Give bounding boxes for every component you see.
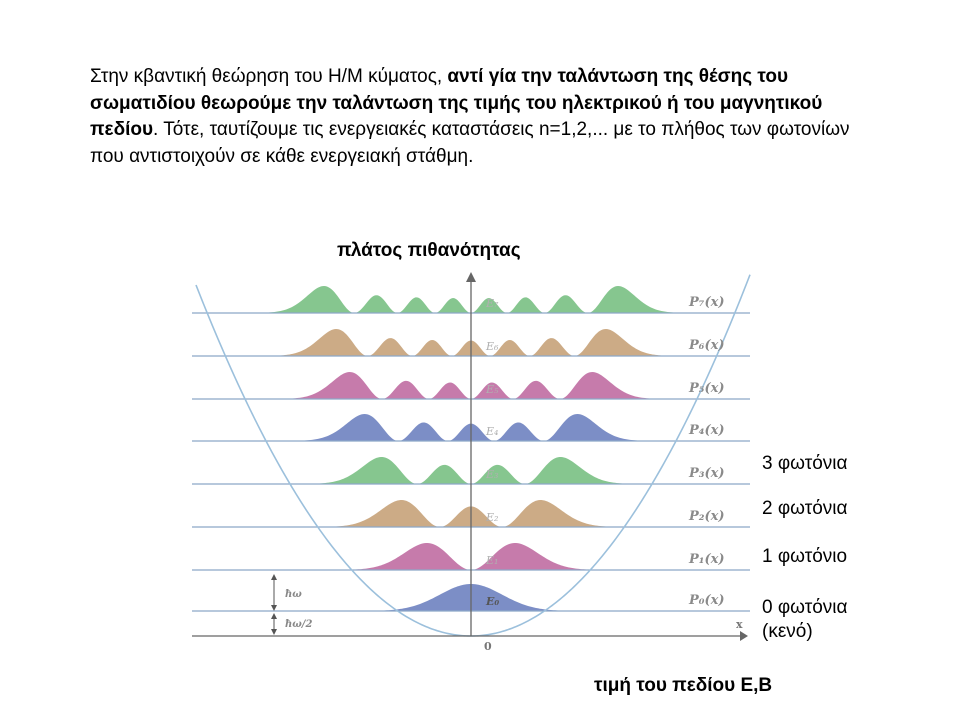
- y-axis-title: πλάτος πιθανότητας: [337, 240, 521, 261]
- probability-density-n5: [192, 372, 750, 399]
- prob-label-n6: P₆(x): [688, 338, 725, 353]
- prob-label-n4: P₄(x): [688, 423, 725, 438]
- hw-arrow-down-icon: [271, 605, 277, 611]
- axes-group: x 0: [192, 272, 748, 653]
- y-axis-arrow-icon: [466, 272, 476, 282]
- paragraph-text-2: . Τότε, ταυτίζουμε τις ενεργειακές κατασ…: [90, 119, 850, 167]
- energy-label-n1: E₁: [485, 554, 498, 567]
- potential-parabola: [195, 274, 751, 637]
- prob-label-n1: P₁(x): [688, 552, 725, 567]
- intro-paragraph: Στην κβαντική θεώρηση του Η/Μ κύματος, α…: [90, 64, 870, 170]
- probability-density-n7: [192, 286, 750, 313]
- energy-label-n3: E₃: [485, 468, 498, 481]
- energy-label-n5: E₅: [485, 383, 499, 396]
- hw-arrow-up-icon: [271, 574, 277, 580]
- photon-label-1: 1 φωτόνιο: [762, 546, 848, 567]
- paragraph-text-1: Στην κβαντική θεώρηση του Η/Μ κύματος,: [90, 66, 448, 87]
- x-axis-arrow-icon: [740, 631, 748, 641]
- prob-label-n5: P₅(x): [688, 381, 725, 396]
- hw-half-arrow-up-icon: [271, 613, 277, 619]
- photon-label-3: 3 φωτόνια: [762, 453, 848, 474]
- photon-label-0: 0 φωτόνια (κενό): [762, 596, 848, 644]
- prob-label-n0: P₀(x): [688, 593, 725, 608]
- photon-label-2: 2 φωτόνια: [762, 498, 848, 519]
- energy-label-n7: E₇: [485, 297, 499, 310]
- origin-label: 0: [484, 640, 492, 653]
- x-axis-title: τιμή του πεδίου Ε,Β: [594, 675, 773, 696]
- spacing-markers: ħω ħω/2: [271, 574, 312, 635]
- prob-label-n7: P₇(x): [688, 295, 725, 310]
- prob-label-n3: P₃(x): [688, 466, 725, 481]
- hw-label: ħω: [285, 589, 302, 600]
- energy-label-n2: E₂: [485, 511, 498, 524]
- energy-label-n6: E₆: [485, 340, 499, 353]
- photon-label-0-line1: 0 φωτόνια: [762, 597, 848, 618]
- energy-label-n0: E₀: [485, 595, 499, 608]
- x-axis-symbol: x: [736, 618, 743, 631]
- energy-label-n4: E₄: [485, 425, 498, 438]
- photon-label-0-line2: (κενό): [762, 621, 813, 642]
- prob-label-n2: P₂(x): [688, 509, 725, 524]
- hw-half-label: ħω/2: [285, 619, 312, 630]
- paragraph-bold-text: αντί γία την ταλάντωση της θέσης του σωμ…: [90, 66, 823, 140]
- level-labels-group: E₀ P₀(x) E₁ P₁(x) E₂ P₂(x) E₃ P₃(x) E₄ P₄(x) E₅ P₅(…: [485, 295, 725, 608]
- hw-half-arrow-down-icon: [271, 629, 277, 635]
